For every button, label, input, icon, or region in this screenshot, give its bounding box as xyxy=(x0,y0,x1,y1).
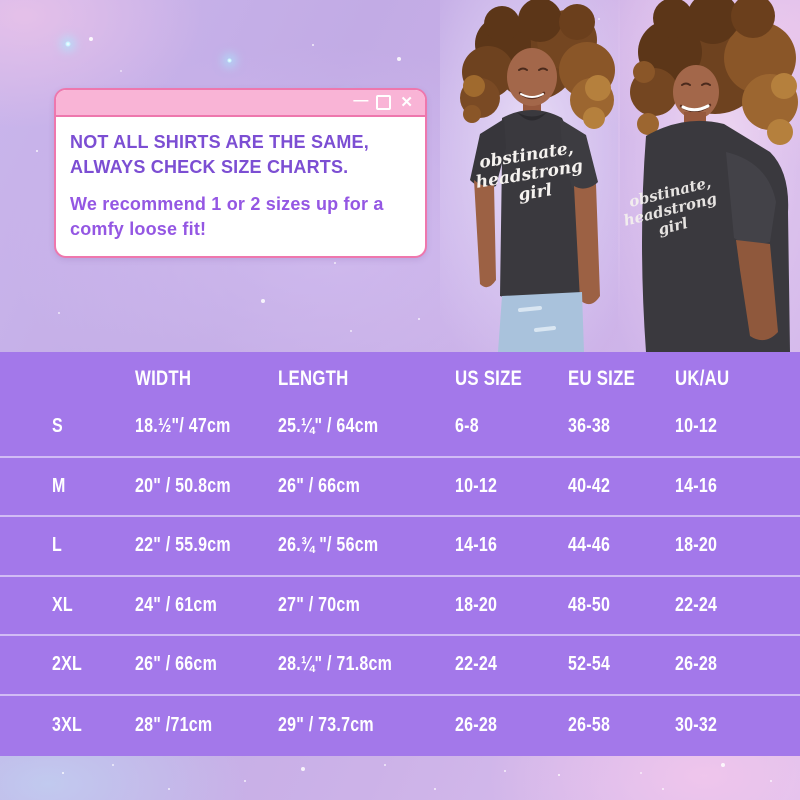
length-value: 29" / 73.7cm xyxy=(278,713,374,736)
glow-star-icon xyxy=(65,41,71,47)
table-row-s: S 18.½"/ 47cm 25.¼" / 64cm 6-8 36-38 10-… xyxy=(0,398,800,458)
size-label: S xyxy=(52,415,63,438)
notice-heading: NOT ALL SHIRTS ARE THE SAME, ALWAYS CHEC… xyxy=(70,132,369,178)
uk-au-value: 22-24 xyxy=(675,593,718,616)
size-label: L xyxy=(52,534,63,557)
uk-au-value: 10-12 xyxy=(675,415,718,438)
tshirt-graphic: obstinate, headstrong girl xyxy=(470,110,600,305)
width-value: 18.½"/ 47cm xyxy=(135,415,231,438)
size-label: M xyxy=(52,474,66,497)
header-uk-au: UK/AU xyxy=(675,367,730,390)
uk-au-value: 14-16 xyxy=(675,474,718,497)
header-length: LENGTH xyxy=(278,367,349,390)
length-value: 26" / 66cm xyxy=(278,474,361,497)
star-field-bottom xyxy=(0,0,2,2)
eu-size-value: 52-54 xyxy=(568,653,611,676)
notice-window-titlebar: — ✕ xyxy=(56,90,425,117)
width-value: 28" /71cm xyxy=(135,713,213,736)
model-arm xyxy=(474,180,496,288)
length-value: 26.¾ "/ 56cm xyxy=(278,534,379,557)
width-value: 24" / 61cm xyxy=(135,593,218,616)
eu-size-value: 40-42 xyxy=(568,474,611,497)
uk-au-value: 18-20 xyxy=(675,534,718,557)
minimize-icon: — xyxy=(353,92,368,109)
table-row-xl: XL 24" / 61cm 27" / 70cm 18-20 48-50 22-… xyxy=(0,577,800,636)
length-value: 28.¼" / 71.8cm xyxy=(278,653,393,676)
maximize-icon xyxy=(376,95,392,110)
header-us-size: US SIZE xyxy=(455,367,523,390)
us-size-value: 6-8 xyxy=(455,415,479,438)
width-value: 22" / 55.9cm xyxy=(135,534,231,557)
header-width: WIDTH xyxy=(135,367,192,390)
us-size-value: 18-20 xyxy=(455,593,498,616)
size-label: XL xyxy=(52,593,73,616)
table-row-2xl: 2XL 26" / 66cm 28.¼" / 71.8cm 22-24 52-5… xyxy=(0,636,800,696)
eu-size-value: 36-38 xyxy=(568,415,611,438)
model-arm xyxy=(736,240,778,341)
size-label: 3XL xyxy=(52,713,83,736)
eu-size-value: 44-46 xyxy=(568,534,611,557)
us-size-value: 14-16 xyxy=(455,534,498,557)
notice-window: — ✕ NOT ALL SHIRTS ARE THE SAME, ALWAYS … xyxy=(54,88,427,258)
size-chart-table: WIDTH LENGTH US SIZE EU SIZE UK/AU S 18.… xyxy=(0,352,800,756)
model-photo-side: obstinate, headstrong girl xyxy=(618,0,800,352)
table-row-m: M 20" / 50.8cm 26" / 66cm 10-12 40-42 14… xyxy=(0,458,800,517)
eu-size-value: 26-58 xyxy=(568,713,611,736)
length-value: 27" / 70cm xyxy=(278,593,361,616)
table-row-3xl: 3XL 28" /71cm 29" / 73.7cm 26-28 26-58 3… xyxy=(0,696,800,756)
header-eu-size: EU SIZE xyxy=(568,367,636,390)
uk-au-value: 30-32 xyxy=(675,713,718,736)
model-hair xyxy=(630,0,798,145)
width-value: 26" / 66cm xyxy=(135,653,218,676)
width-value: 20" / 50.8cm xyxy=(135,474,231,497)
size-label: 2XL xyxy=(52,653,83,676)
size-chart-header-row: WIDTH LENGTH US SIZE EU SIZE UK/AU xyxy=(0,352,800,398)
uk-au-value: 26-28 xyxy=(675,653,718,676)
eu-size-value: 48-50 xyxy=(568,593,611,616)
notice-recommendation: We recommend 1 or 2 sizes up for a comfy… xyxy=(70,194,384,240)
close-icon: ✕ xyxy=(400,94,413,111)
us-size-value: 10-12 xyxy=(455,474,498,497)
us-size-value: 26-28 xyxy=(455,713,498,736)
model-photo-front: obstinate, headstrong girl xyxy=(440,0,620,352)
model-arm xyxy=(574,184,600,305)
tshirt-graphic: obstinate, headstrong girl xyxy=(622,120,790,352)
jeans xyxy=(498,292,584,352)
length-value: 25.¼" / 64cm xyxy=(278,415,379,438)
table-row-l: L 22" / 55.9cm 26.¾ "/ 56cm 14-16 44-46 … xyxy=(0,517,800,577)
notice-window-body: NOT ALL SHIRTS ARE THE SAME, ALWAYS CHEC… xyxy=(56,117,425,242)
us-size-value: 22-24 xyxy=(455,653,498,676)
glow-star-icon xyxy=(227,58,232,63)
